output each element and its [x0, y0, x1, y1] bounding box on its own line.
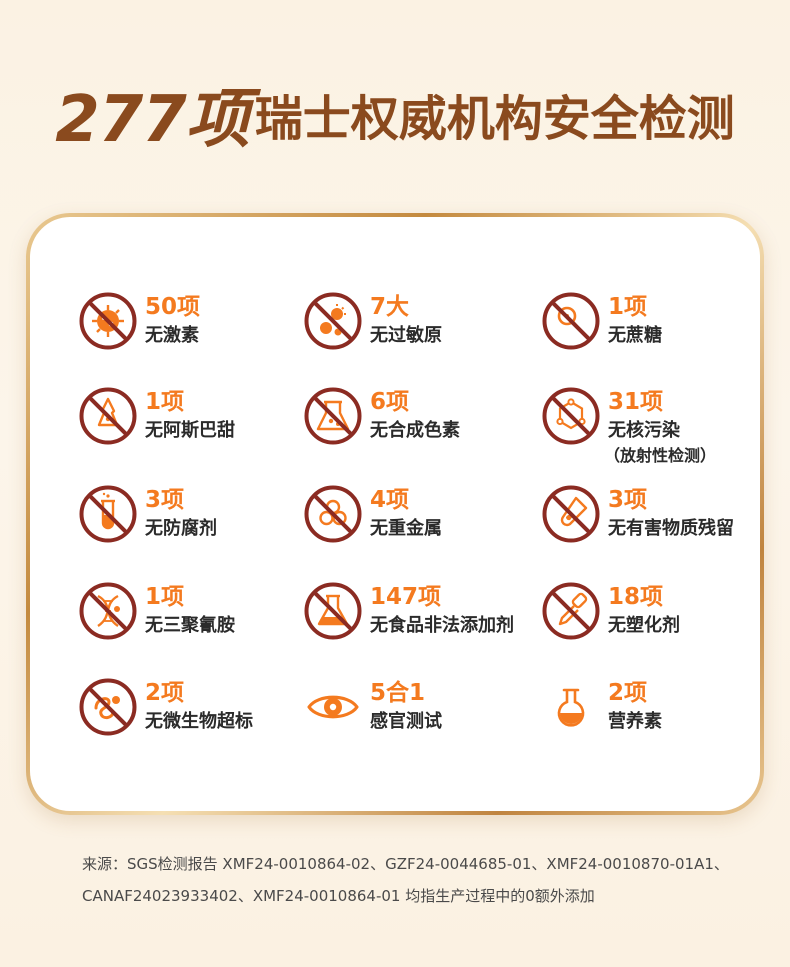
item-count: 50项 [145, 294, 201, 320]
item-label: 无核污染 [608, 420, 680, 441]
test-item-melamine: 1项 无三聚氰胺 [79, 582, 309, 662]
item-sublabel: （放射性检测） [604, 446, 717, 465]
item-count: 1项 [145, 584, 185, 610]
tube-residue-prohibited-icon [542, 485, 600, 543]
test-tube-prohibited-icon [79, 485, 137, 543]
item-label: 无阿斯巴甜 [145, 420, 235, 441]
item-label: 无三聚氰胺 [145, 615, 235, 636]
item-count: 147项 [370, 584, 442, 610]
item-count: 31项 [608, 389, 664, 415]
item-count: 2项 [608, 680, 648, 706]
item-count: 3项 [145, 487, 185, 513]
virus-prohibited-icon [79, 292, 137, 350]
test-item-allergen: 7大 无过敏原 [304, 292, 534, 372]
item-label: 无蔗糖 [608, 325, 662, 346]
item-label: 无微生物超标 [145, 711, 253, 732]
round-flask-icon [542, 678, 600, 736]
item-label: 无食品非法添加剂 [370, 615, 514, 636]
dna-prohibited-icon [79, 582, 137, 640]
source-line-1: 来源：SGS检测报告 XMF24-0010864-02、GZF24-004468… [82, 855, 729, 873]
headline-number: 277项 [55, 83, 250, 157]
item-count: 1项 [145, 389, 185, 415]
sweetener-prohibited-icon [79, 387, 137, 445]
microbe-prohibited-icon [79, 678, 137, 736]
eye-icon [304, 678, 362, 736]
test-item-pigment: 6项 无合成色素 [304, 387, 534, 467]
test-item-sensory: 5合1 感官测试 [304, 678, 534, 758]
item-label: 无过敏原 [370, 325, 442, 346]
biohazard-prohibited-icon [304, 485, 362, 543]
item-label: 营养素 [608, 711, 662, 732]
source-note: 来源：SGS检测报告 XMF24-0010864-02、GZF24-004468… [82, 848, 762, 912]
headline-title: 瑞士权威机构安全检测 [254, 91, 735, 147]
test-item-illegal-additive: 147项 无食品非法添加剂 [304, 582, 534, 662]
item-label: 无有害物质残留 [608, 518, 734, 539]
item-count: 4项 [370, 487, 410, 513]
allergen-prohibited-icon [304, 292, 362, 350]
test-item-sucrose: 1项 无蔗糖 [542, 292, 772, 372]
item-count: 7大 [370, 294, 410, 320]
test-card: 50项 无激素 7大 无过敏原 [30, 217, 760, 811]
test-item-microbe: 2项 无微生物超标 [79, 678, 309, 758]
item-count: 3项 [608, 487, 648, 513]
test-item-plasticizer: 18项 无塑化剂 [542, 582, 772, 662]
item-count: 18项 [608, 584, 664, 610]
test-item-aspartame: 1项 无阿斯巴甜 [79, 387, 309, 467]
item-label: 无激素 [145, 325, 199, 346]
test-item-preservative: 3项 无防腐剂 [79, 485, 309, 565]
dropper-prohibited-icon [542, 582, 600, 640]
test-item-hormone: 50项 无激素 [79, 292, 309, 372]
item-label: 感官测试 [370, 711, 442, 732]
pigment-prohibited-icon [304, 387, 362, 445]
molecule-prohibited-icon [542, 387, 600, 445]
card-frame: 50项 无激素 7大 无过敏原 [26, 213, 764, 815]
source-line-2: CANAF24023933402、XMF24-0010864-01 均指生产过程… [82, 887, 595, 905]
test-item-nuclear: 31项 无核污染 （放射性检测） [542, 387, 772, 467]
flask-prohibited-icon [304, 582, 362, 640]
test-item-harmful-residue: 3项 无有害物质残留 [542, 485, 772, 565]
sugar-prohibited-icon [542, 292, 600, 350]
item-label: 无合成色素 [370, 420, 460, 441]
test-item-nutrient: 2项 营养素 [542, 678, 772, 758]
item-label: 无重金属 [370, 518, 442, 539]
item-count: 5合1 [370, 680, 426, 706]
headline: 277项 瑞士权威机构安全检测 [0, 68, 790, 168]
item-count: 1项 [608, 294, 648, 320]
test-item-heavy-metal: 4项 无重金属 [304, 485, 534, 565]
item-label: 无防腐剂 [145, 518, 217, 539]
item-count: 6项 [370, 389, 410, 415]
item-label: 无塑化剂 [608, 615, 680, 636]
item-count: 2项 [145, 680, 185, 706]
